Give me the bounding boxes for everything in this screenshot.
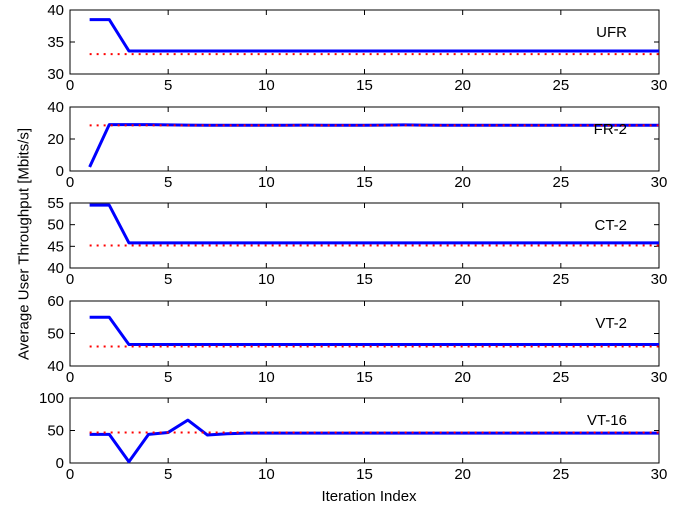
y-tick-label: 50: [47, 423, 64, 440]
y-tick-label: 50: [47, 326, 64, 343]
x-tick-label: 25: [552, 174, 569, 191]
y-tick-label: 30: [47, 66, 64, 83]
axes-box: [69, 397, 660, 464]
panel-4: 0 5 10 15 20 25 30 40 50 60 VT-2: [47, 293, 667, 386]
axes-box: [69, 202, 660, 269]
x-tick-label: 20: [454, 77, 471, 94]
throughput-series-line: [89, 18, 659, 53]
axes-box: [69, 300, 660, 367]
x-tick-label: 0: [66, 466, 74, 483]
x-tick-label: 25: [552, 466, 569, 483]
x-tick-label: 20: [454, 271, 471, 288]
x-tick-label: 25: [552, 369, 569, 386]
y-tick-label: 50: [47, 217, 64, 234]
x-tick-label: 10: [258, 174, 275, 191]
x-tick-label: 10: [258, 466, 275, 483]
panel-3: 0 5 10 15 20 25 30 40 45 50 55 CT-2: [47, 195, 667, 288]
y-tick-label: 55: [47, 195, 64, 212]
panel-annotation: FR-2: [594, 121, 627, 138]
panel-1: 0 5 10 15 20 25 30 30 35 40 UFR: [47, 2, 667, 94]
x-tick-label: 10: [258, 77, 275, 94]
x-tick-label: 30: [651, 271, 668, 288]
y-axis-label: Average User Throughput [Mbits/s]: [15, 127, 33, 361]
panel-5: 0 5 10 15 20 25 30 0 50 100 VT-16: [39, 390, 667, 483]
y-tick-label: 40: [47, 358, 64, 375]
x-tick-label: 30: [651, 466, 668, 483]
y-tick-label: 20: [47, 131, 64, 148]
y-tick-label: 0: [56, 455, 64, 472]
x-tick-label: 30: [651, 77, 668, 94]
x-tick-label: 5: [164, 174, 172, 191]
x-tick-label: 0: [66, 271, 74, 288]
x-tick-label: 30: [651, 174, 668, 191]
x-tick-label: 20: [454, 174, 471, 191]
axes-box: [69, 106, 660, 172]
axes-box: [69, 9, 660, 75]
y-tick-label: 40: [47, 2, 64, 19]
panel-2: 0 5 10 15 20 25 30 0 20 40 FR-2: [47, 99, 667, 191]
x-tick-label: 15: [356, 466, 373, 483]
throughput-series-line: [88, 123, 659, 168]
panel-annotation: UFR: [596, 24, 627, 41]
throughput-series-line: [89, 418, 659, 464]
x-tick-label: 5: [164, 271, 172, 288]
y-tick-label: 40: [47, 99, 64, 116]
x-axis-label: Iteration Index: [321, 488, 417, 505]
x-tick-label: 15: [356, 271, 373, 288]
y-tick-label: 35: [47, 34, 64, 51]
x-tick-label: 5: [164, 369, 172, 386]
x-tick-label: 25: [552, 271, 569, 288]
x-tick-label: 10: [258, 271, 275, 288]
y-tick-label: 0: [56, 163, 64, 180]
panel-annotation: VT-16: [587, 412, 627, 429]
y-tick-label: 45: [47, 238, 64, 255]
panel-annotation: VT-2: [595, 315, 627, 332]
y-tick-label: 40: [47, 260, 64, 277]
panel-annotation: CT-2: [594, 217, 627, 234]
x-tick-label: 30: [651, 369, 668, 386]
y-tick-label: 60: [47, 293, 64, 310]
y-tick-label: 100: [39, 390, 64, 407]
x-tick-label: 0: [66, 174, 74, 191]
x-tick-label: 15: [356, 77, 373, 94]
x-tick-label: 20: [454, 466, 471, 483]
throughput-series-line: [89, 315, 659, 347]
x-tick-label: 5: [164, 466, 172, 483]
x-tick-label: 20: [454, 369, 471, 386]
x-tick-label: 0: [66, 369, 74, 386]
throughput-series-line: [89, 203, 659, 245]
x-tick-label: 10: [258, 369, 275, 386]
x-tick-label: 25: [552, 77, 569, 94]
x-tick-label: 15: [356, 369, 373, 386]
x-tick-label: 0: [66, 77, 74, 94]
x-tick-label: 15: [356, 174, 373, 191]
x-tick-label: 5: [164, 77, 172, 94]
